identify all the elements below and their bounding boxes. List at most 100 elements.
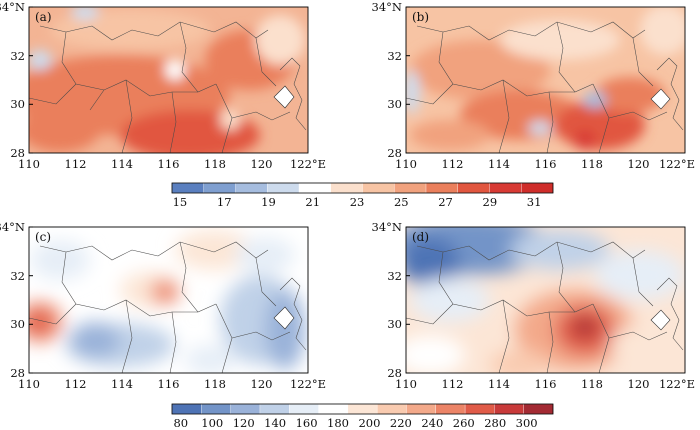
colorbar-top-cell xyxy=(394,182,427,194)
lat-tick-label: 34°N xyxy=(372,0,402,14)
lon-tick-label: 114 xyxy=(488,377,510,391)
lon-tick-label: 122°E xyxy=(659,377,695,391)
panel-c-frame xyxy=(28,226,309,374)
lat-tick-label: 32 xyxy=(10,49,25,63)
lat-tick-label: 28 xyxy=(10,366,25,380)
panel-b-lon-ticks: 110 112 114 116 118 120 122°E xyxy=(395,157,695,171)
colorbar-top-tick-label: 25 xyxy=(394,195,409,209)
lon-tick-label: 118 xyxy=(581,377,603,391)
panel-a-lat-ticks: 34°N 32 30 28 xyxy=(0,0,33,160)
panel-d-lon-ticks: 110 112 114 116 118 120 122°E xyxy=(395,377,695,391)
colorbar-bottom-tick-label: 220 xyxy=(390,416,412,430)
lat-tick-label: 32 xyxy=(387,269,402,283)
lon-tick-label: 110 xyxy=(18,377,40,391)
colorbar-bottom-tick-label: 80 xyxy=(173,416,188,430)
lon-tick-label: 112 xyxy=(65,377,87,391)
colorbar-top-tick-label: 17 xyxy=(217,195,232,209)
colorbar-top: 15 17 19 21 23 25 27 29 31 xyxy=(171,182,554,209)
panel-c-borders xyxy=(29,241,307,373)
lon-tick-label: 114 xyxy=(111,157,133,171)
panel-c-lon-ticks: 110 112 114 116 118 120 122°E xyxy=(18,377,326,391)
panel-b-label: (b) xyxy=(412,10,429,24)
panel-c: (c) 34°N 32 30 28 110 112 114 116 118 12… xyxy=(0,220,326,391)
colorbar-top-cell xyxy=(298,182,332,194)
lat-tick-label: 32 xyxy=(387,49,402,63)
lon-tick-label: 112 xyxy=(442,377,464,391)
colorbar-top-cell xyxy=(330,182,363,194)
lon-tick-label: 112 xyxy=(442,157,464,171)
lon-tick-label: 122°E xyxy=(290,377,326,391)
panel-d-borders xyxy=(406,241,684,373)
lon-tick-label: 120 xyxy=(251,157,273,171)
panel-a-borders xyxy=(29,21,307,153)
colorbar-bottom-cell xyxy=(347,403,378,415)
lat-tick-label: 30 xyxy=(10,97,25,111)
lat-tick-label: 28 xyxy=(10,146,25,160)
lon-tick-label: 110 xyxy=(395,377,417,391)
lon-tick-label: 118 xyxy=(204,157,226,171)
colorbar-top-tick-label: 27 xyxy=(438,195,453,209)
colorbar-top-tick-label: 19 xyxy=(261,195,276,209)
lon-tick-label: 116 xyxy=(158,377,180,391)
lon-tick-label: 114 xyxy=(488,157,510,171)
colorbar-bottom-tick-label: 100 xyxy=(201,416,223,430)
colorbar-top-cell xyxy=(489,182,522,194)
colorbar-bottom-cell xyxy=(259,403,290,415)
lat-tick-label: 30 xyxy=(387,97,402,111)
lat-tick-label: 34°N xyxy=(0,220,25,234)
colorbar-top-cell xyxy=(425,182,459,194)
colorbar-top-tick-label: 23 xyxy=(350,195,365,209)
lon-tick-label: 122°E xyxy=(659,157,695,171)
lon-tick-label: 122°E xyxy=(290,157,326,171)
panel-b: (b) 34°N 32 30 28 110 112 114 116 118 12… xyxy=(372,0,696,171)
lon-tick-label: 120 xyxy=(251,377,273,391)
colorbar-bottom-tick-label: 200 xyxy=(358,416,380,430)
lon-tick-label: 110 xyxy=(395,157,417,171)
colorbar-bottom-cell xyxy=(171,403,202,415)
lat-tick-label: 30 xyxy=(387,317,402,331)
colorbar-bottom-cell xyxy=(318,403,349,415)
colorbar-top-cell xyxy=(267,182,300,194)
colorbar-bottom-cell xyxy=(464,403,495,415)
colorbar-bottom-tick-label: 120 xyxy=(233,416,255,430)
lon-tick-label: 116 xyxy=(158,157,180,171)
colorbar-bottom: 80 100 120 140 160 180 200 220 240 260 280 300 xyxy=(171,403,554,430)
panel-d-frame xyxy=(405,226,686,374)
lat-tick-label: 28 xyxy=(387,366,402,380)
colorbar-top-tick-label: 31 xyxy=(527,195,542,209)
lat-tick-label: 34°N xyxy=(0,0,25,14)
colorbar-top-cell xyxy=(457,182,490,194)
panel-c-label: (c) xyxy=(35,230,51,244)
colorbar-top-cell xyxy=(171,182,205,194)
panel-b-frame xyxy=(405,6,686,154)
lon-tick-label: 116 xyxy=(535,157,557,171)
lon-tick-label: 114 xyxy=(111,377,133,391)
panel-d: (d) 34°N 32 30 28 110 112 114 116 118 12… xyxy=(372,220,696,391)
panel-b-borders xyxy=(406,21,684,153)
panel-b-lat-ticks: 34°N 32 30 28 xyxy=(372,0,410,160)
colorbar-bottom-tick-label: 180 xyxy=(327,416,349,430)
lat-tick-label: 32 xyxy=(10,269,25,283)
colorbar-top-tick-label: 15 xyxy=(173,195,188,209)
colorbar-bottom-tick-label: 240 xyxy=(421,416,443,430)
lon-tick-label: 120 xyxy=(628,157,650,171)
colorbar-top-cell xyxy=(203,182,236,194)
panel-a: (a) 34°N 32 30 28 110 112 114 116 118 12… xyxy=(0,0,326,171)
colorbar-bottom-cell xyxy=(523,403,554,415)
lon-tick-label: 120 xyxy=(628,377,650,391)
colorbar-top-cell xyxy=(521,182,554,194)
lat-tick-label: 34°N xyxy=(372,220,402,234)
lat-tick-label: 30 xyxy=(10,317,25,331)
lon-tick-label: 118 xyxy=(581,157,603,171)
lon-tick-label: 116 xyxy=(535,377,557,391)
panel-b-field xyxy=(406,7,685,153)
panel-a-lon-ticks: 110 112 114 116 118 120 122°E xyxy=(18,157,326,171)
colorbar-bottom-tick-label: 140 xyxy=(264,416,286,430)
colorbar-bottom-cell xyxy=(494,403,525,415)
panel-c-lat-ticks: 34°N 32 30 28 xyxy=(0,220,33,380)
lat-tick-label: 28 xyxy=(387,146,402,160)
panel-d-label: (d) xyxy=(412,230,429,244)
colorbar-top-tick-label: 29 xyxy=(483,195,498,209)
colorbar-top-cell xyxy=(235,182,268,194)
colorbar-bottom-tick-label: 260 xyxy=(453,416,475,430)
